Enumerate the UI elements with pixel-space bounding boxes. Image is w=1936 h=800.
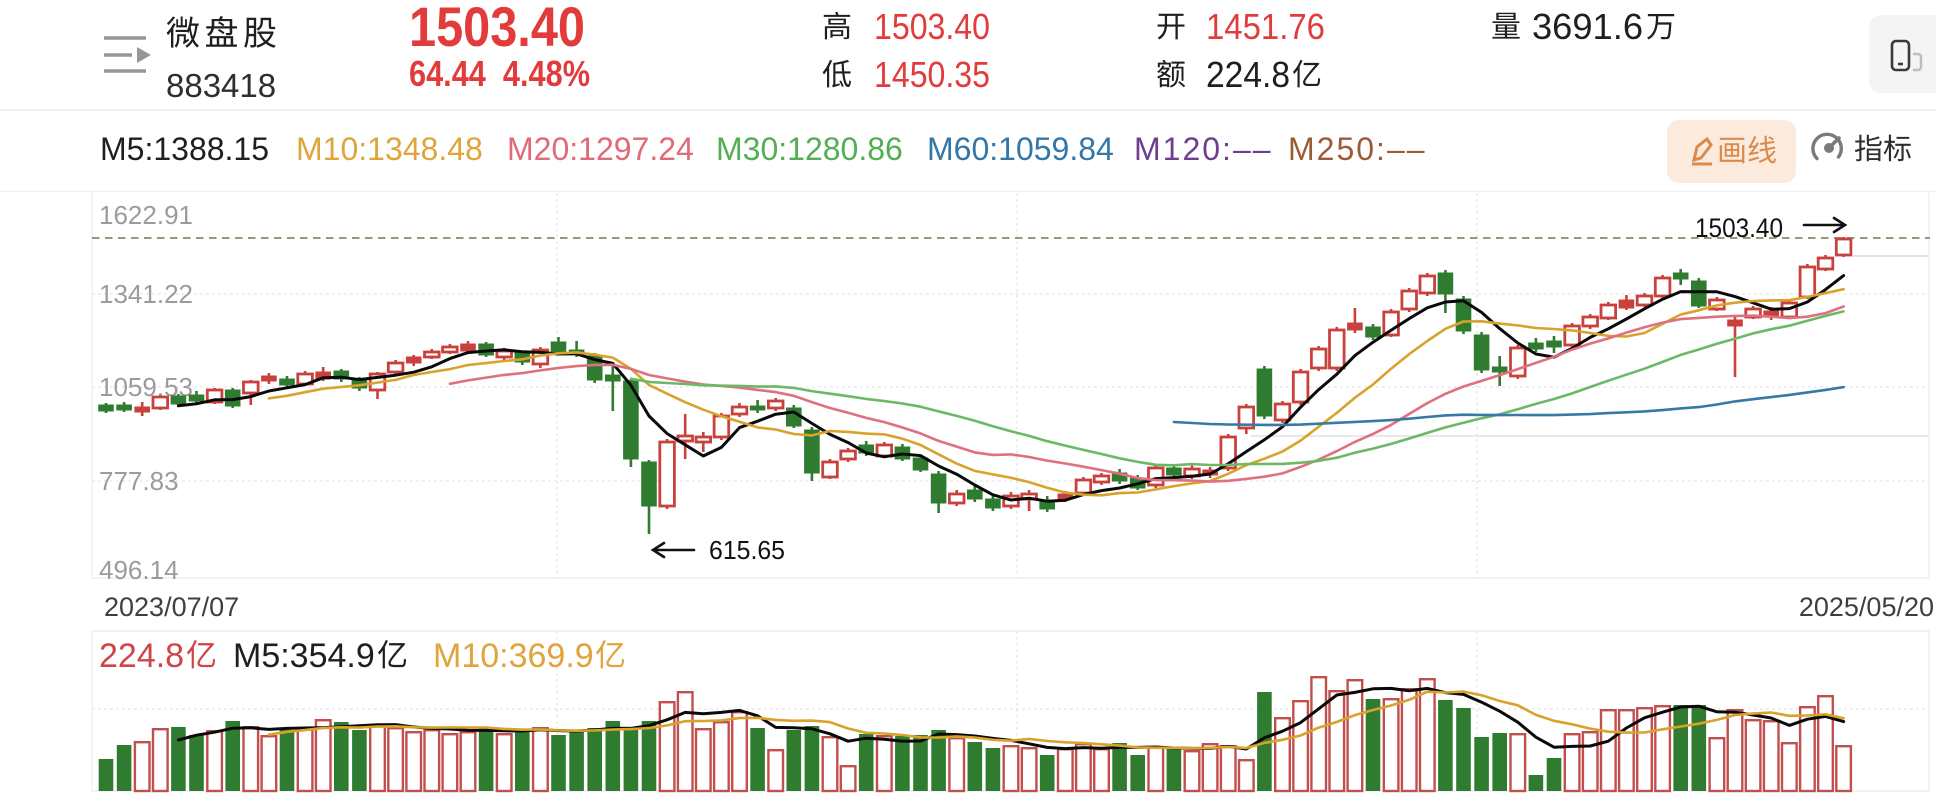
svg-text:M120:––: M120:–– bbox=[1134, 131, 1273, 167]
svg-text:M10:1348.48: M10:1348.48 bbox=[296, 131, 483, 167]
svg-text:2023/07/07: 2023/07/07 bbox=[104, 592, 239, 622]
svg-text:M10:369.9: M10:369.9 bbox=[433, 637, 594, 675]
svg-text:2025/05/20: 2025/05/20 bbox=[1799, 592, 1934, 622]
svg-text:3691.6: 3691.6 bbox=[1532, 6, 1643, 47]
svg-text:M250:––: M250:–– bbox=[1288, 131, 1427, 167]
svg-text:224.8: 224.8 bbox=[99, 637, 184, 675]
svg-text:M5:1388.15: M5:1388.15 bbox=[100, 131, 269, 167]
svg-text:M5:354.9: M5:354.9 bbox=[233, 637, 375, 675]
svg-text:1503.40: 1503.40 bbox=[1695, 213, 1783, 243]
svg-text:M30:1280.86: M30:1280.86 bbox=[716, 131, 903, 167]
svg-text:64.44 4.48%: 64.44 4.48% bbox=[409, 53, 590, 94]
svg-text:1622.91: 1622.91 bbox=[99, 200, 193, 230]
svg-text:615.65: 615.65 bbox=[709, 535, 785, 565]
svg-text:496.14: 496.14 bbox=[99, 555, 179, 585]
svg-text:M60:1059.84: M60:1059.84 bbox=[927, 131, 1114, 167]
svg-text:1451.76: 1451.76 bbox=[1206, 6, 1325, 47]
svg-text:777.83: 777.83 bbox=[99, 466, 179, 496]
svg-text:883418: 883418 bbox=[166, 67, 276, 104]
svg-text:1450.35: 1450.35 bbox=[874, 54, 990, 95]
svg-text:224.8: 224.8 bbox=[1206, 54, 1290, 95]
svg-text:1503.40: 1503.40 bbox=[409, 0, 585, 58]
svg-text:1341.22: 1341.22 bbox=[99, 279, 193, 309]
svg-text:1503.40: 1503.40 bbox=[874, 6, 990, 47]
svg-text:M20:1297.24: M20:1297.24 bbox=[507, 131, 694, 167]
